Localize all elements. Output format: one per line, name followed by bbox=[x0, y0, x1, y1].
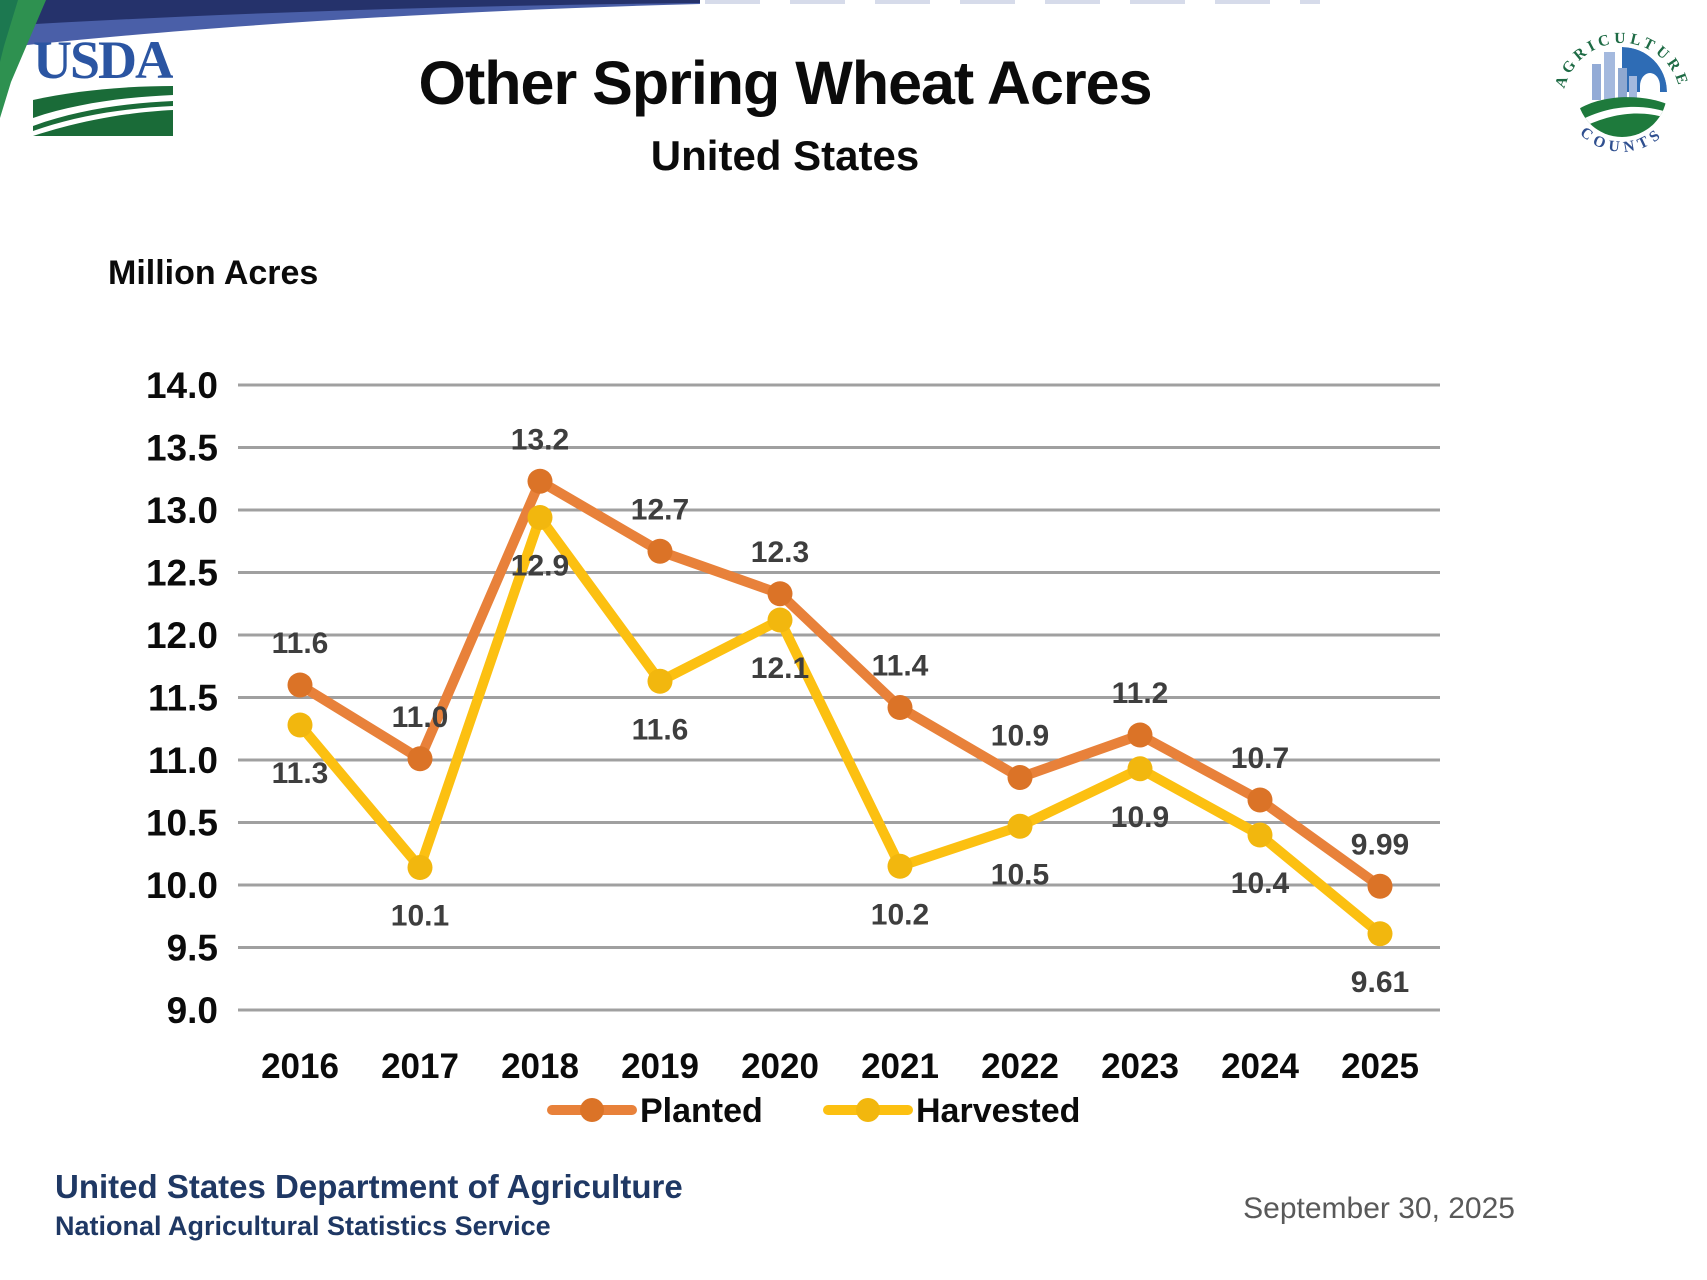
data-label: 11.6 bbox=[272, 627, 329, 660]
footer-org-line2: National Agricultural Statistics Service bbox=[55, 1211, 551, 1241]
data-label: 11.6 bbox=[632, 713, 689, 746]
y-tick-label: 9.0 bbox=[167, 990, 218, 1031]
legend-marker bbox=[856, 1098, 880, 1122]
y-axis-title: Million Acres bbox=[108, 254, 319, 292]
x-tick-label: 2017 bbox=[381, 1047, 459, 1086]
data-point bbox=[1007, 765, 1033, 790]
y-tick-label: 10.5 bbox=[146, 803, 218, 844]
x-tick-label: 2022 bbox=[981, 1047, 1059, 1086]
data-label: 11.3 bbox=[272, 757, 329, 790]
y-tick-label: 11.5 bbox=[148, 678, 218, 719]
logo-dome bbox=[1640, 73, 1660, 100]
data-point bbox=[647, 538, 673, 564]
data-label: 9.99 bbox=[1351, 828, 1409, 861]
data-point bbox=[287, 672, 313, 698]
usda-field-swoosh-icon bbox=[33, 86, 173, 136]
data-label: 10.7 bbox=[1231, 742, 1289, 775]
data-label: 11.0 bbox=[392, 701, 449, 734]
legend-label: Planted bbox=[640, 1092, 763, 1130]
data-point bbox=[767, 607, 793, 633]
logo-skyline-icon bbox=[1592, 52, 1637, 100]
data-point bbox=[647, 668, 673, 694]
data-point bbox=[887, 853, 913, 879]
usda-wordmark: USDA bbox=[33, 32, 173, 90]
logo-field bbox=[1577, 97, 1667, 137]
data-point bbox=[527, 468, 553, 494]
page-subtitle: United States bbox=[650, 132, 920, 179]
data-point bbox=[1127, 722, 1153, 748]
data-label: 10.5 bbox=[991, 858, 1049, 891]
footer: United States Department of Agriculture … bbox=[55, 1168, 683, 1242]
usda-logo: USDA bbox=[33, 32, 173, 136]
data-label: 11.4 bbox=[872, 650, 929, 683]
page-title: Other Spring Wheat Acres bbox=[418, 49, 1153, 117]
y-tick-label: 13.5 bbox=[146, 428, 218, 469]
footer-org-line1: United States Department of Agriculture bbox=[55, 1168, 683, 1205]
top-banner-decoration bbox=[0, 0, 1320, 118]
x-tick-label: 2024 bbox=[1221, 1047, 1299, 1086]
y-tick-label: 11.0 bbox=[148, 740, 218, 781]
data-point bbox=[1127, 756, 1153, 782]
data-point bbox=[1247, 787, 1273, 813]
y-tick-label: 10.0 bbox=[146, 865, 218, 906]
y-tick-label: 14.0 bbox=[146, 365, 218, 406]
banner-green-wedge bbox=[0, 0, 46, 118]
data-point bbox=[1367, 873, 1393, 899]
logo-emblem bbox=[1577, 47, 1667, 137]
data-point bbox=[887, 695, 913, 720]
data-label: 9.61 bbox=[1351, 966, 1409, 999]
data-label: 10.2 bbox=[871, 898, 929, 931]
agriculture-counts-logo: AGRICULTURE COUNTS bbox=[1550, 20, 1694, 164]
x-tick-label: 2018 bbox=[501, 1047, 579, 1086]
banner-green-wedge-shade bbox=[0, 0, 18, 62]
x-tick-label: 2020 bbox=[741, 1047, 819, 1086]
data-label: 12.9 bbox=[511, 550, 569, 583]
data-label: 10.4 bbox=[1231, 867, 1290, 900]
data-label: 12.3 bbox=[751, 536, 809, 569]
data-label: 12.7 bbox=[631, 493, 689, 526]
x-tick-label: 2019 bbox=[621, 1047, 699, 1086]
data-point bbox=[527, 505, 553, 530]
data-point bbox=[287, 712, 313, 738]
data-point bbox=[407, 746, 433, 772]
x-tick-label: 2023 bbox=[1101, 1047, 1179, 1086]
data-label: 12.1 bbox=[751, 652, 809, 685]
data-point bbox=[1007, 813, 1033, 839]
release-date: September 30, 2025 bbox=[1243, 1192, 1515, 1225]
logo-field-swoosh bbox=[1577, 106, 1667, 130]
x-tick-label: 2021 bbox=[861, 1047, 939, 1086]
data-label: 10.9 bbox=[991, 720, 1049, 753]
x-tick-label: 2025 bbox=[1341, 1047, 1419, 1086]
data-label: 11.2 bbox=[1112, 677, 1169, 710]
data-point bbox=[1367, 921, 1393, 947]
data-label: 10.9 bbox=[1111, 801, 1169, 834]
data-point bbox=[407, 855, 433, 880]
series-line-harvested bbox=[295, 512, 1385, 939]
y-tick-label: 9.5 bbox=[167, 928, 218, 969]
x-tick-label: 2016 bbox=[261, 1047, 339, 1086]
y-tick-label: 12.0 bbox=[146, 615, 218, 656]
y-tick-label: 13.0 bbox=[146, 490, 218, 531]
y-tick-label: 12.5 bbox=[146, 553, 218, 594]
legend-marker bbox=[580, 1098, 604, 1122]
data-label: 10.1 bbox=[391, 900, 449, 933]
data-label: 13.2 bbox=[511, 423, 569, 456]
data-point bbox=[767, 581, 793, 607]
banner-navy-band bbox=[0, 0, 700, 26]
legend-label: Harvested bbox=[916, 1092, 1080, 1130]
series-line-planted bbox=[295, 476, 1385, 892]
data-point bbox=[1247, 822, 1273, 848]
